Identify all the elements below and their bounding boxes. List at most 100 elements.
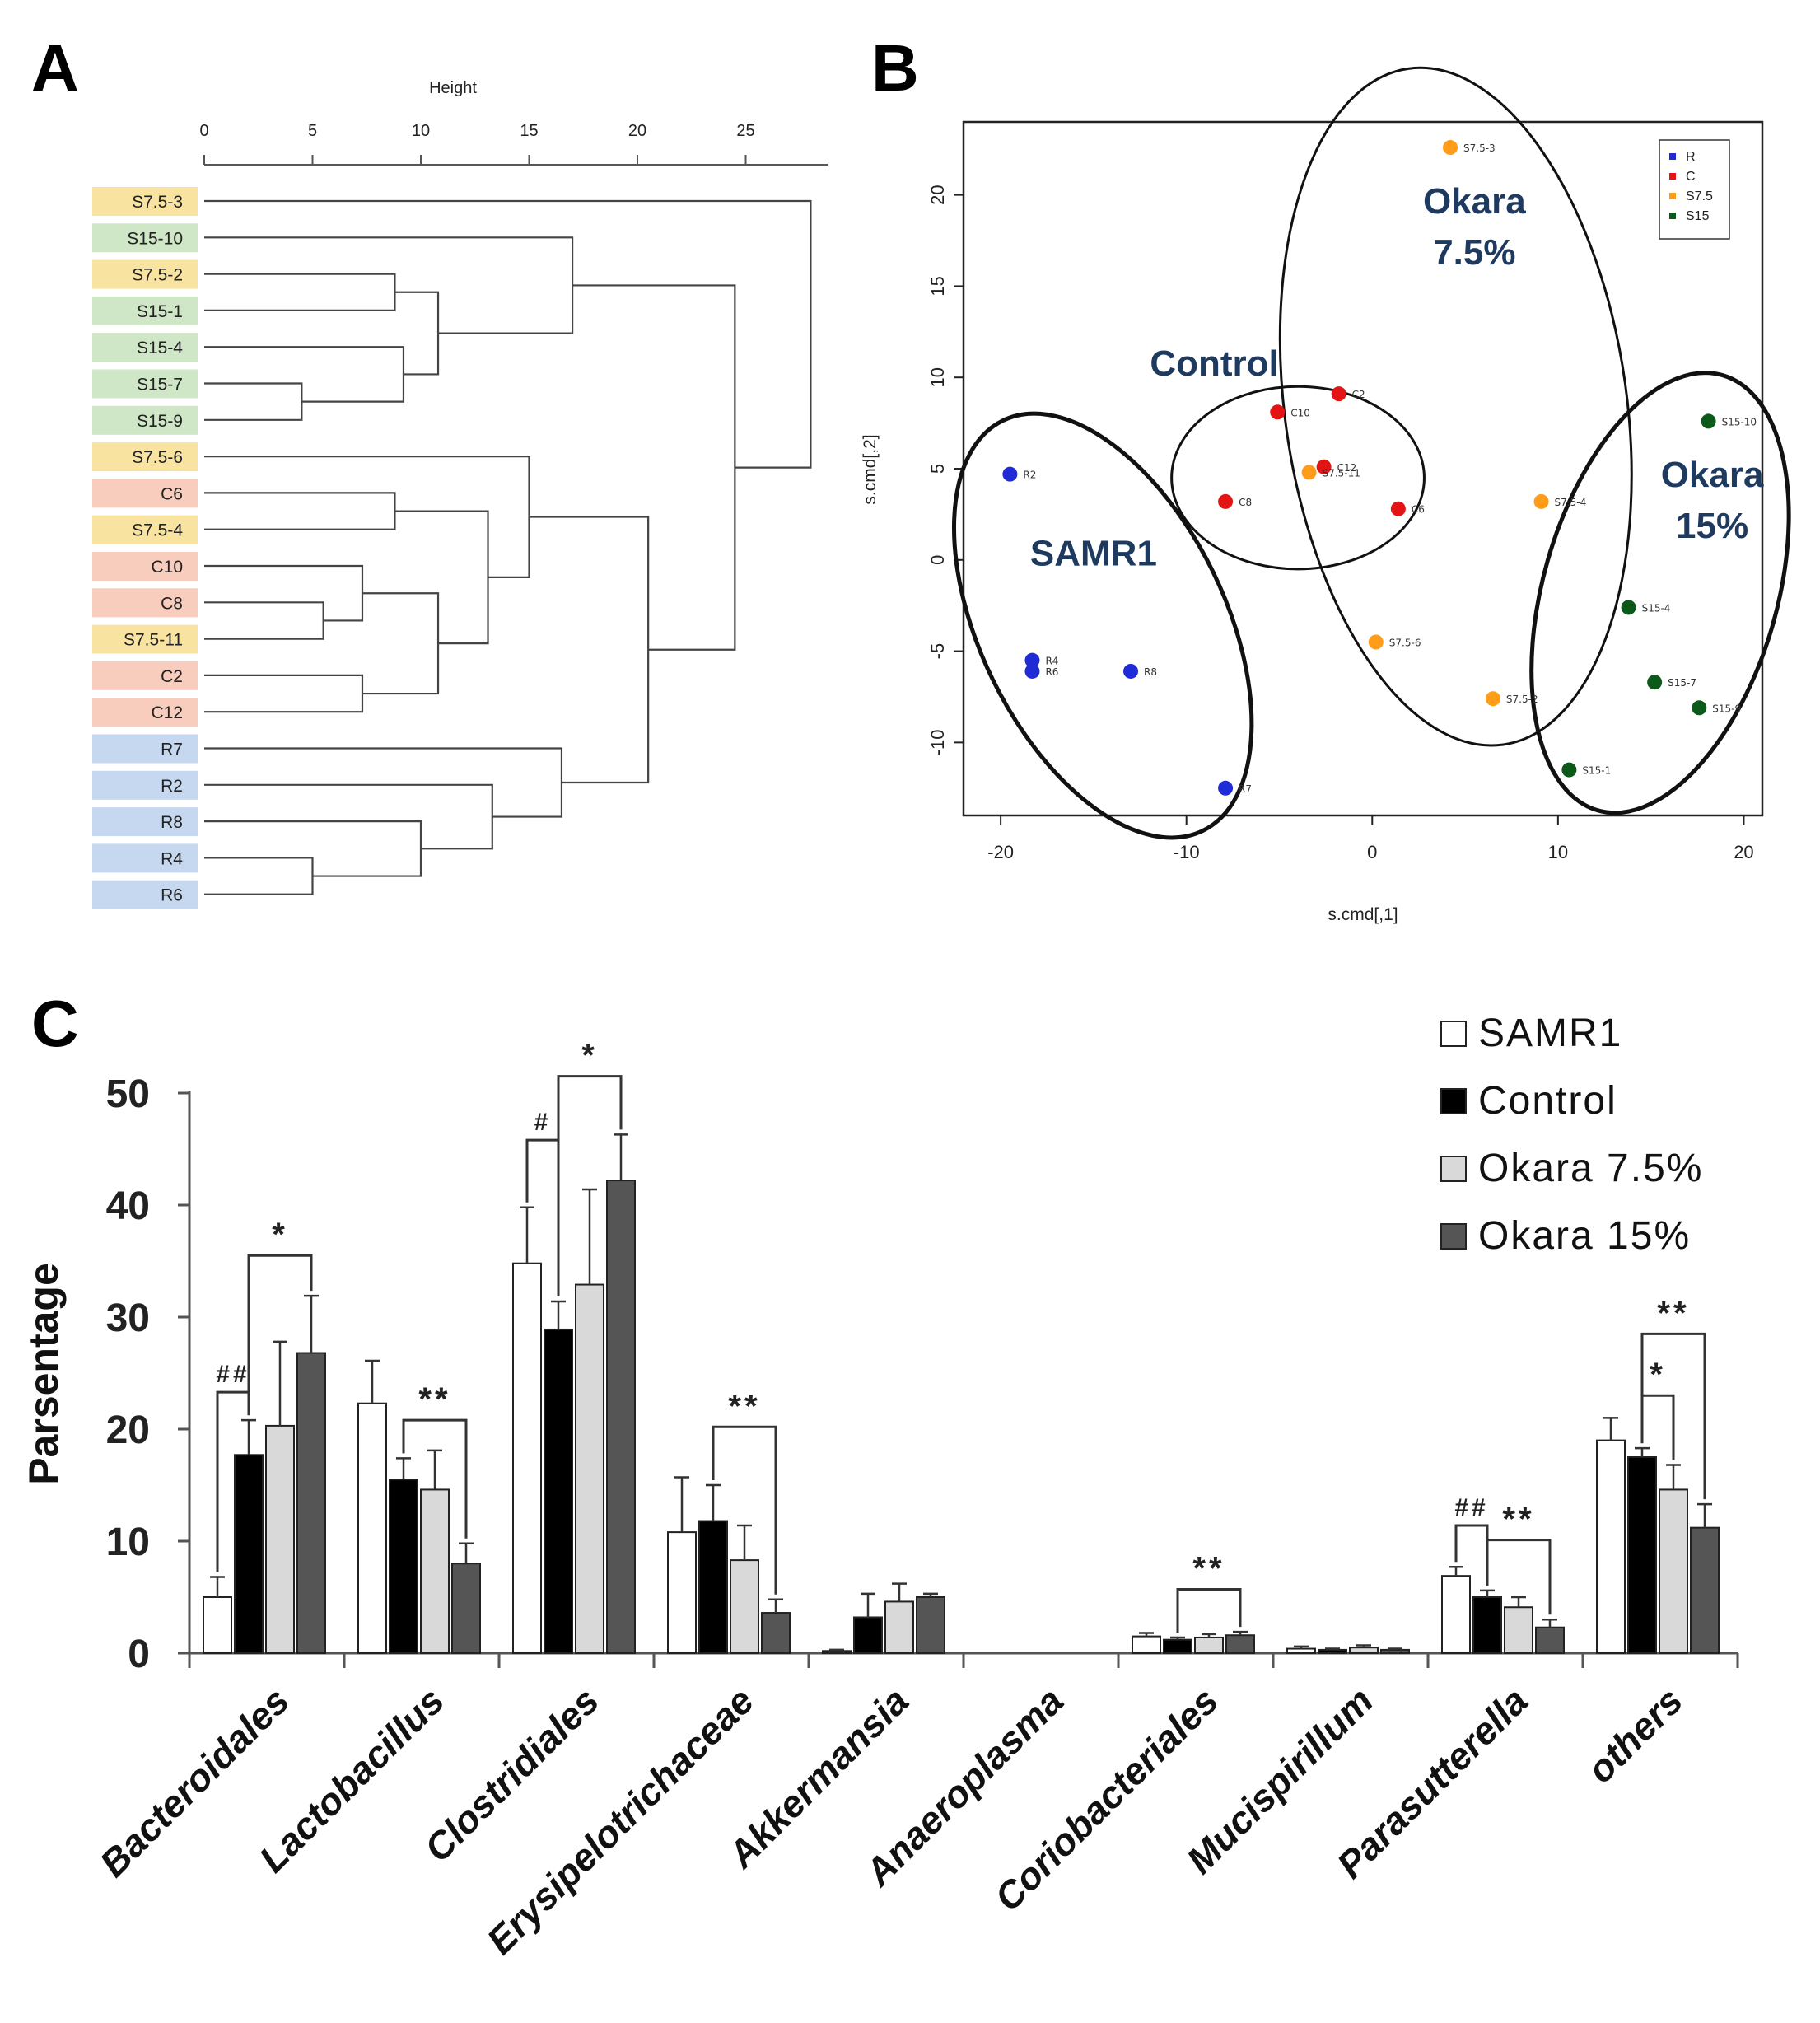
- dendrogram-branch: [204, 601, 324, 640]
- bar: [1163, 1638, 1192, 1655]
- scatter-point: [1621, 600, 1636, 615]
- dendrogram-branch: [204, 382, 303, 421]
- leaf-label: R6: [161, 886, 183, 905]
- height-tick-label: 20: [628, 122, 646, 140]
- dendrogram-branch: [529, 516, 650, 784]
- cluster-annotation: SAMR1: [1030, 533, 1157, 573]
- legend-label: S15: [1686, 209, 1710, 223]
- cluster-ellipse: [1278, 66, 1633, 747]
- significance-bracket: [712, 1425, 777, 1595]
- bar: [730, 1559, 759, 1654]
- scatter-point: [1270, 404, 1286, 420]
- legend-swatch: [1440, 1088, 1467, 1114]
- significance-label: **: [1502, 1502, 1534, 1538]
- scatter-point: [1692, 700, 1707, 716]
- y-tick-label: 20: [106, 1409, 150, 1452]
- legend-swatch: [1669, 173, 1676, 180]
- significance-label: ##: [216, 1361, 250, 1388]
- y-tick-label: 20: [927, 185, 948, 204]
- bar: [296, 1352, 326, 1655]
- legend-label: SAMR1: [1478, 1012, 1622, 1055]
- bar: [698, 1520, 728, 1655]
- scatter-point: [1390, 501, 1406, 516]
- cluster-annotation: Okara: [1661, 455, 1764, 495]
- point-label: S7.5-4: [1555, 497, 1587, 508]
- legend-swatch: [1440, 1156, 1467, 1182]
- height-tick-label: 25: [736, 122, 754, 140]
- leaf-label-background: [92, 369, 198, 399]
- dendrogram-branch: [204, 783, 493, 850]
- category-label: others: [1579, 1679, 1691, 1791]
- y-tick-label: 10: [106, 1521, 150, 1564]
- leaf-label-background: [92, 333, 198, 362]
- point-label: R4: [1045, 656, 1058, 667]
- dendrogram-branch: [394, 510, 489, 645]
- bar: [389, 1479, 418, 1654]
- y-tick-label: 5: [927, 464, 948, 474]
- height-tick-label: 10: [412, 122, 430, 140]
- point-label: S15-9: [1712, 703, 1741, 714]
- significance-label: ##: [1454, 1494, 1488, 1521]
- leaf-label-background: [92, 515, 198, 544]
- point-label: S15-7: [1668, 677, 1696, 689]
- bar: [916, 1596, 945, 1654]
- bar: [1349, 1647, 1379, 1654]
- scatter-point: [1301, 465, 1317, 480]
- leaf-label: S7.5-2: [132, 266, 183, 285]
- x-axis-title: s.cmd[,1]: [1328, 905, 1398, 924]
- significance-bracket: [1486, 1539, 1552, 1615]
- dendrogram-branch: [204, 564, 364, 622]
- cluster-ellipse: [1170, 385, 1426, 571]
- leaf-label: R8: [161, 813, 183, 832]
- leaf-label-background: [92, 405, 198, 435]
- dendrogram-branch: [394, 291, 440, 376]
- y-tick-label: 0: [927, 555, 948, 565]
- scatter-point: [1218, 780, 1234, 796]
- bar: [451, 1563, 481, 1654]
- leaf-label: S7.5-3: [132, 193, 183, 212]
- leaf-label-background: [92, 661, 198, 690]
- leaf-label-background: [92, 588, 198, 618]
- legend-label: C: [1686, 170, 1696, 184]
- y-axis-title: Parsentage: [21, 1263, 67, 1485]
- plot-frame: [962, 120, 1764, 817]
- point-label: R8: [1144, 666, 1157, 678]
- bar: [1286, 1647, 1316, 1655]
- leaf-label-background: [92, 259, 198, 289]
- leaf-label-background: [92, 552, 198, 581]
- point-label: R2: [1023, 470, 1036, 481]
- y-tick-label: -5: [927, 643, 948, 660]
- leaf-label: S7.5-6: [132, 448, 183, 467]
- leaf-label: R2: [161, 777, 183, 796]
- x-tick-label: -10: [1174, 842, 1200, 862]
- significance-bracket: [1640, 1394, 1675, 1460]
- panel-label-b: B: [871, 31, 919, 105]
- bar: [544, 1328, 573, 1654]
- y-tick-label: 40: [106, 1184, 150, 1228]
- leaf-label-background: [92, 223, 198, 253]
- bar: [1194, 1636, 1224, 1654]
- significance-bracket: [1640, 1332, 1706, 1500]
- bar: [420, 1488, 450, 1654]
- leaf-label-background: [92, 880, 198, 909]
- legend-swatch: [1669, 213, 1676, 219]
- dendrogram-branch: [204, 492, 396, 530]
- height-tick-label: 5: [308, 122, 317, 140]
- y-tick-label: 0: [128, 1633, 150, 1676]
- legend-swatch: [1669, 193, 1676, 199]
- bar: [234, 1454, 264, 1655]
- leaf-label-background: [92, 442, 198, 472]
- y-tick-label: -10: [927, 729, 948, 755]
- scatter-point: [1485, 691, 1500, 707]
- scatter-point: [1002, 466, 1018, 482]
- bar: [203, 1596, 232, 1654]
- leaf-label: C2: [161, 667, 183, 686]
- bar: [1132, 1635, 1161, 1654]
- dendrogram-branch: [204, 273, 396, 311]
- height-tick-label: 15: [520, 122, 538, 140]
- point-label: S7.5-3: [1463, 142, 1496, 154]
- point-label: S7.5-11: [1323, 467, 1360, 479]
- bar: [575, 1283, 604, 1655]
- dendrogram-branch: [204, 456, 530, 578]
- scatter-point: [1533, 493, 1549, 509]
